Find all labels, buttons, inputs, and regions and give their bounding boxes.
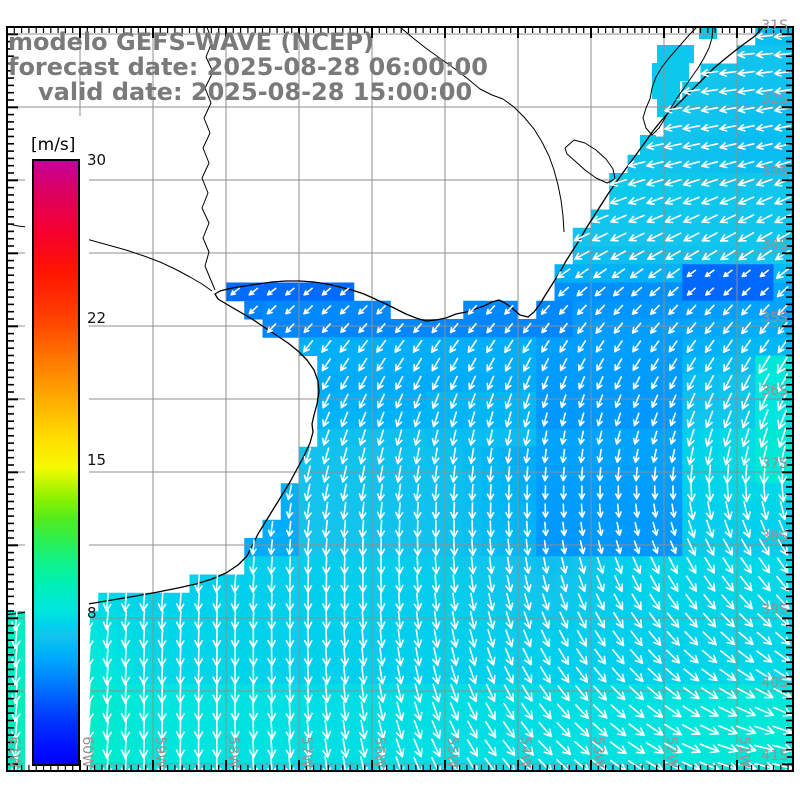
- border-line: [399, 27, 565, 233]
- graticule-labels: 61W 60W 59W 58W 57W 56W 55W 54W 53W 52W 51W 31S 32S 3…: [6, 18, 788, 768]
- forecast-date: forecast date: 2025-08-28 06:00:00: [8, 53, 488, 81]
- latitude-label: 39S: [761, 602, 788, 618]
- longitude-label: 61W: [6, 736, 22, 768]
- map-title-block: modelo GEFS-WAVE (NCEP) forecast date: 2…: [8, 30, 488, 105]
- axis-ticks: [6, 26, 793, 771]
- map-clipped-layers: [7, 27, 793, 771]
- valid-date: valid date: 2025-08-28 15:00:00: [38, 78, 473, 106]
- lagoa-dos-patos-outline: [642, 27, 714, 136]
- longitude-label: 52W: [663, 736, 679, 768]
- colorbar-tick-label: 22: [87, 309, 106, 327]
- latitude-label: 34S: [761, 237, 788, 253]
- colorbar-gradient: [32, 159, 80, 766]
- latitude-label: 37S: [761, 456, 788, 472]
- colorbar-tick-label: 8: [87, 604, 97, 622]
- uruguay-river: [201, 27, 216, 291]
- latitude-label: 31S: [761, 18, 788, 34]
- graticule: [7, 27, 793, 771]
- lagoa-mirim-outline: [564, 139, 616, 184]
- longitude-label: 56W: [371, 736, 387, 768]
- longitude-label: 51W: [736, 736, 752, 768]
- longitude-label: 53W: [590, 736, 606, 768]
- longitude-label: 54W: [517, 736, 533, 768]
- longitude-label: 58W: [225, 736, 241, 768]
- latitude-label: 40S: [761, 675, 788, 691]
- colorbar-unit-label: [m/s]: [31, 135, 75, 155]
- longitude-label: 60W: [79, 736, 95, 768]
- latitude-label: 32S: [761, 91, 788, 107]
- latitude-label: 33S: [761, 164, 788, 180]
- latitude-label: 36S: [761, 383, 788, 399]
- latitude-label: 38S: [761, 529, 788, 545]
- wind-arrows: [11, 32, 793, 771]
- colorbar: [m/s] 30 22 15 8: [25, 116, 106, 776]
- colorbar-tick-label: 15: [87, 451, 106, 469]
- colorbar-tick-label: 30: [87, 151, 106, 169]
- model-title: modelo GEFS-WAVE (NCEP): [8, 28, 374, 56]
- coastline: [7, 27, 764, 616]
- latitude-label: 35S: [761, 310, 788, 326]
- longitude-label: 57W: [298, 736, 314, 768]
- longitude-label: 59W: [152, 736, 168, 768]
- latitude-label: 41S: [761, 748, 788, 764]
- longitude-label: 55W: [444, 736, 460, 768]
